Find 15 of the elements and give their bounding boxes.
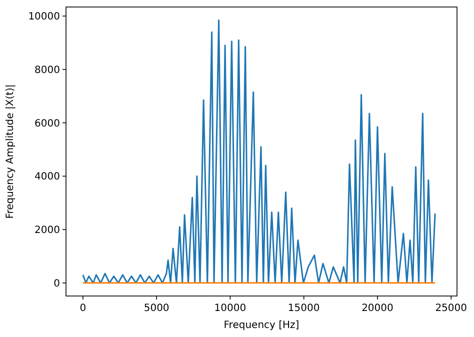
y-axis-title: Frequency Amplitude |X(t)| [5, 84, 16, 219]
y-tick-label: 2000 [34, 225, 60, 236]
y-tick-label: 0 [54, 278, 60, 290]
y-tick-label: 4000 [34, 172, 60, 183]
x-axis-title: Frequency [Hz] [224, 320, 300, 331]
x-tick-label: 10000 [214, 303, 246, 314]
x-tick-label: 25000 [435, 303, 468, 314]
x-tick-label: 20000 [362, 303, 394, 314]
line-series [82, 19, 436, 284]
y-tick-label: 8000 [34, 64, 60, 76]
x-tick-label: 15000 [288, 303, 320, 314]
y-tick-label: 10000 [28, 12, 60, 23]
x-tick-label: 0 [80, 303, 86, 314]
x-tick-label: 5000 [144, 303, 170, 314]
y-tick-label: 6000 [34, 118, 60, 130]
